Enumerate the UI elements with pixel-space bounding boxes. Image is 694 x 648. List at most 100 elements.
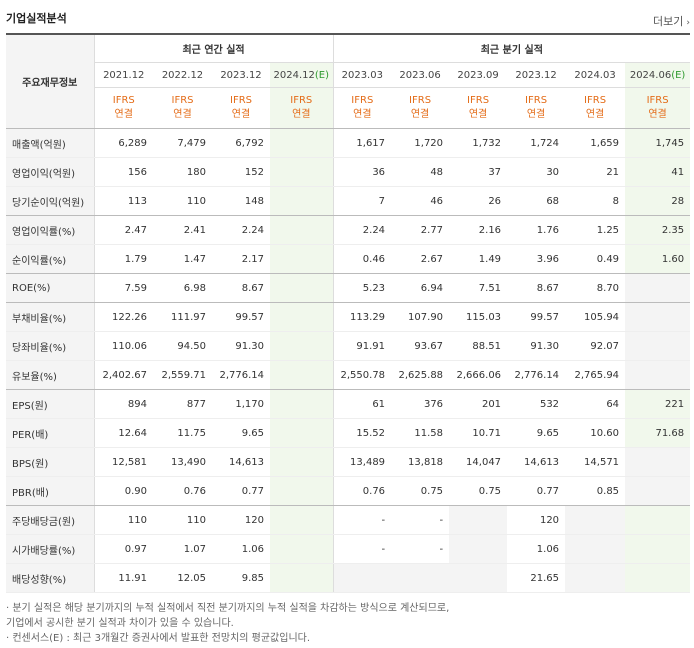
table-cell: 9.65: [212, 418, 270, 448]
accounting-standard: IFRS 연결: [212, 87, 270, 129]
estimate-mark: (E): [671, 69, 686, 81]
row-label: 배당성향(%): [6, 563, 95, 593]
table-cell: [391, 563, 450, 593]
table-cell: 0.75: [391, 476, 450, 506]
more-label: 더보기: [653, 15, 684, 28]
table-cell: 2.67: [391, 244, 450, 274]
table-cell: 12,581: [94, 447, 153, 477]
table-row: 유보율(%) 2,402.67 2,559.71 2,776.14 2,550.78 2,…: [6, 360, 691, 390]
table-cell: 0.97: [94, 534, 153, 564]
table-cell: 5.23: [332, 273, 392, 303]
chevron-right-icon: ›: [686, 18, 690, 28]
table-cell: 0.76: [153, 476, 212, 506]
section-title: 기업실적분석: [6, 12, 67, 25]
table-cell: 99.57: [507, 302, 566, 332]
table-cell: 2,402.67: [94, 360, 153, 390]
period-header: 2021.12: [94, 62, 153, 88]
period-header: 2023.12: [212, 62, 270, 88]
accounting-standard: IFRS 연결: [153, 87, 212, 129]
estimate-mark: (E): [314, 69, 330, 81]
table-cell: 1.07: [153, 534, 212, 564]
table-cell: [625, 505, 691, 535]
table-cell: [270, 534, 334, 564]
table-cell: 11.75: [153, 418, 212, 448]
period-header: 2023.03: [332, 62, 392, 88]
table-cell: [270, 128, 334, 158]
table-cell: 0.46: [332, 244, 392, 274]
table-cell: 10.60: [565, 418, 626, 448]
table-cell: 6.94: [391, 273, 450, 303]
table-cell: 532: [507, 389, 566, 419]
table-cell: 1.06: [507, 534, 566, 564]
footnote-line: · 분기 실적은 해당 분기까지의 누적 실적에서 직전 분기까지의 누적 실적…: [6, 603, 450, 614]
table-cell: 12.64: [94, 418, 153, 448]
table-cell: 64: [565, 389, 626, 419]
row-label: BPS(원): [6, 447, 95, 477]
table-cell: [270, 302, 334, 332]
ifrs-label: IFRS: [112, 95, 135, 106]
table-cell: [332, 563, 392, 593]
table-row: EPS(원) 894 877 1,170 61 376 201 532 64 221: [6, 389, 691, 419]
table-cell: 2,776.14: [212, 360, 270, 390]
ifrs-label: IFRS: [409, 95, 432, 106]
ifrs-label: IFRS: [290, 95, 313, 106]
table-row: 매출액(억원) 6,289 7,479 6,792 1,617 1,720 1,732 1,7…: [6, 128, 691, 158]
table-cell: 71.68: [625, 418, 691, 448]
table-cell: 36: [332, 157, 392, 187]
table-cell: 201: [449, 389, 508, 419]
accounting-standard: IFRS 연결: [332, 87, 392, 129]
table-cell: 0.77: [507, 476, 566, 506]
table-row: PBR(배) 0.90 0.76 0.77 0.76 0.75 0.75 0.77 0.85: [6, 476, 691, 506]
ifrs-label: IFRS: [351, 95, 374, 106]
period-label: 2023.12: [220, 69, 262, 81]
consolidated-label: 연결: [114, 109, 133, 120]
table-cell: -: [391, 534, 450, 564]
table-cell: 1,724: [507, 128, 566, 158]
table-cell: 2.35: [625, 215, 691, 245]
period-header: 2023.12: [507, 62, 566, 88]
accounting-standard: IFRS 연결: [507, 87, 566, 129]
table-cell: 8.70: [565, 273, 626, 303]
table-cell: 14,613: [507, 447, 566, 477]
table-cell: 2,765.94: [565, 360, 626, 390]
consolidated-label: 연결: [585, 109, 605, 120]
table-cell: 1.49: [449, 244, 508, 274]
accounting-standard: IFRS 연결: [449, 87, 508, 129]
table-cell: 113: [94, 186, 153, 216]
accounting-standard: IFRS 연결: [94, 87, 153, 129]
ifrs-label: IFRS: [171, 95, 194, 106]
table-cell: 21: [565, 157, 626, 187]
table-cell: 7,479: [153, 128, 212, 158]
period-label: 2021.12: [103, 69, 145, 81]
table-cell: 8.67: [212, 273, 270, 303]
table-cell: 1.25: [565, 215, 626, 245]
table-row: 부채비율(%) 122.26 111.97 99.57 113.29 107.90 115.…: [6, 302, 691, 332]
table-cell: [270, 563, 334, 593]
table-cell: 2,776.14: [507, 360, 566, 390]
table-cell: 68: [507, 186, 566, 216]
table-cell: 1.47: [153, 244, 212, 274]
table-cell: 148: [212, 186, 270, 216]
table-cell: 8: [565, 186, 626, 216]
table-row: 영업이익(억원) 156 180 152 36 48 37 30 21 41: [6, 157, 691, 187]
table-cell: [625, 302, 691, 332]
row-label: 영업이익률(%): [6, 215, 95, 245]
table-cell: 107.90: [391, 302, 450, 332]
table-cell: 6.98: [153, 273, 212, 303]
more-link[interactable]: 더보기 ›: [653, 13, 690, 29]
table-cell: 1,659: [565, 128, 626, 158]
accounting-standard: IFRS 연결: [270, 87, 334, 129]
table-cell: 14,571: [565, 447, 626, 477]
table-cell: 1,170: [212, 389, 270, 419]
table-cell: 115.03: [449, 302, 508, 332]
table-cell: [625, 476, 691, 506]
table-cell: 2.24: [332, 215, 392, 245]
row-label: 영업이익(억원): [6, 157, 95, 187]
table-cell: 111.97: [153, 302, 212, 332]
table-cell: [270, 476, 334, 506]
table-cell: 9.65: [507, 418, 566, 448]
table-cell: -: [332, 534, 392, 564]
table-cell: [625, 447, 691, 477]
table-cell: 120: [212, 505, 270, 535]
table-cell: [270, 418, 334, 448]
